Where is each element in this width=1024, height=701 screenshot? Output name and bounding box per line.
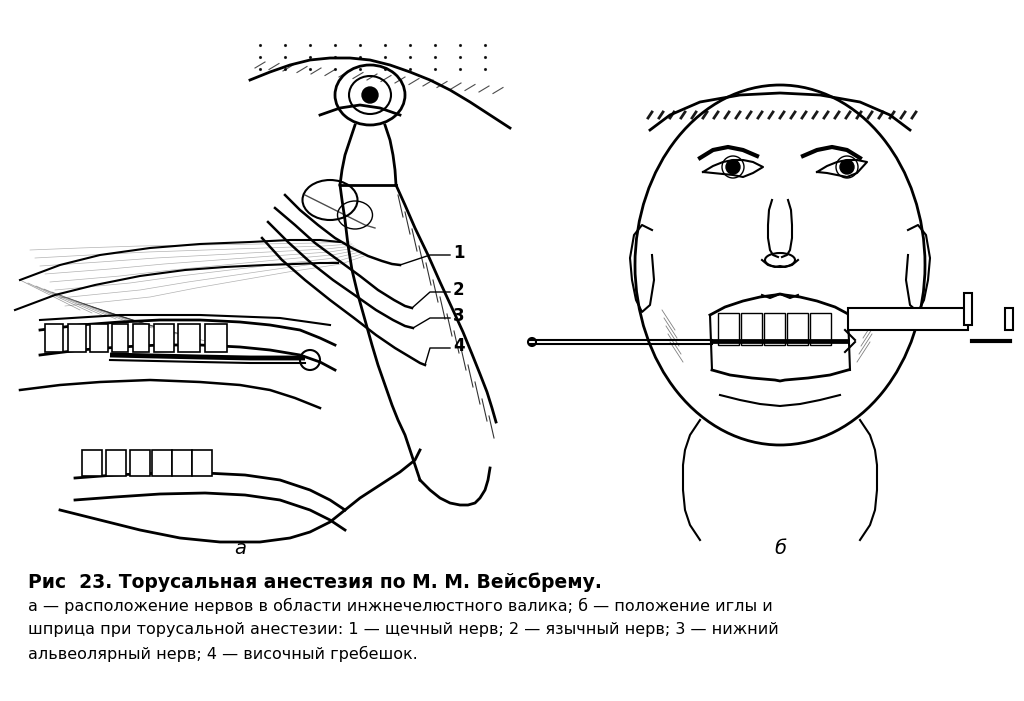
Bar (82, 450, 102, 476)
Bar (130, 450, 150, 476)
Bar (45, 324, 63, 352)
Bar (741, 313, 762, 345)
Bar (152, 450, 172, 476)
Circle shape (362, 87, 378, 103)
Bar (1005, 308, 1013, 330)
Bar (178, 324, 200, 352)
Text: 4: 4 (453, 337, 465, 355)
Bar (154, 324, 174, 352)
Bar (848, 308, 968, 330)
Text: 1: 1 (453, 244, 465, 262)
Bar (133, 324, 150, 352)
Text: 3: 3 (453, 307, 465, 325)
Bar (68, 324, 86, 352)
Bar (810, 313, 831, 345)
Text: 2: 2 (453, 281, 465, 299)
Text: альвеолярный нерв; 4 — височный гребешок.: альвеолярный нерв; 4 — височный гребешок… (28, 646, 418, 662)
Bar (964, 293, 972, 325)
Bar (764, 313, 785, 345)
Text: шприца при торусальной анестезии: 1 — щечный нерв; 2 — язычный нерв; 3 — нижний: шприца при торусальной анестезии: 1 — ще… (28, 622, 778, 637)
Bar (718, 313, 739, 345)
Circle shape (840, 160, 854, 174)
Text: б: б (774, 538, 786, 557)
Bar (90, 324, 108, 352)
Text: Рис  23. Торусальная анестезия по М. М. Вейсбрему.: Рис 23. Торусальная анестезия по М. М. В… (28, 572, 602, 592)
Bar (172, 450, 193, 476)
Bar (787, 313, 808, 345)
Bar (112, 324, 128, 352)
Bar (106, 450, 126, 476)
Text: а: а (234, 538, 246, 557)
Circle shape (726, 160, 740, 174)
Bar (205, 324, 227, 352)
Bar (193, 450, 212, 476)
Text: а — расположение нервов в области инжнечелюстного валика; б — положение иглы и: а — расположение нервов в области инжнеч… (28, 598, 773, 614)
